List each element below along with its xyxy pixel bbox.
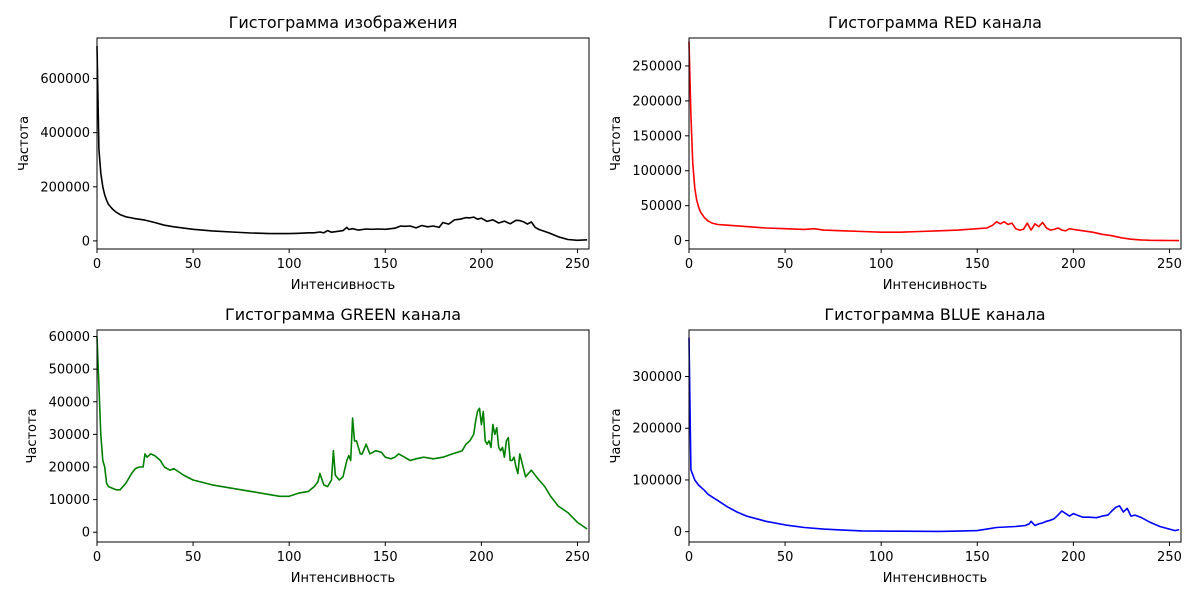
y-tick-label: 250000	[632, 59, 682, 74]
axes-frame	[688, 37, 1182, 250]
chart-panel-3: 0 50 100 150 200 250 0 10000 20000 30000 40000 5000…	[25, 305, 590, 586]
x-tick-label: 200	[469, 257, 494, 272]
x-tick-label: 0	[93, 550, 101, 565]
chart-title: Гистограмма BLUE канала	[824, 305, 1045, 324]
y-tick-label: 50000	[641, 199, 682, 214]
x-tick-label: 200	[1061, 257, 1086, 272]
y-tick-label: 50000	[49, 363, 90, 378]
x-tick-label: 250	[565, 550, 590, 565]
x-tick-label: 50	[777, 550, 794, 565]
y-axis-label: Частота	[25, 408, 40, 463]
y-tick-label: 40000	[49, 395, 90, 410]
x-tick-label: 50	[185, 550, 202, 565]
chart-panel-1: 0 50 100 150 200 250 0 200000 400000 600000 Гистог…	[17, 13, 590, 293]
x-tick-label: 100	[869, 550, 894, 565]
y-tick-label: 400000	[40, 126, 90, 141]
y-axis-label: Частота	[609, 408, 624, 463]
y-tick-label: 100000	[632, 473, 682, 488]
x-tick-label: 50	[777, 257, 794, 272]
x-tick-label: 150	[965, 550, 990, 565]
x-tick-label: 0	[685, 257, 693, 272]
y-tick-label: 100000	[632, 164, 682, 179]
y-tick-label: 0	[674, 234, 682, 249]
x-tick-label: 200	[469, 550, 494, 565]
x-tick-label: 150	[373, 257, 398, 272]
x-tick-label: 150	[373, 550, 398, 565]
y-tick-label: 200000	[632, 94, 682, 109]
histogram-line	[96, 46, 588, 242]
x-tick-label: 50	[185, 257, 202, 272]
x-axis-label: Интенсивность	[291, 571, 395, 586]
x-tick-label: 200	[1061, 550, 1086, 565]
chart-panel-2: 0 50 100 150 200 250 0 50000 100000 150000 200000 2…	[609, 13, 1182, 293]
x-tick-label: 250	[1157, 550, 1182, 565]
y-tick-label: 30000	[49, 428, 90, 443]
y-tick-label: 150000	[632, 129, 682, 144]
x-tick-label: 250	[565, 257, 590, 272]
histogram-line	[688, 41, 1180, 242]
x-tick-label: 150	[965, 257, 990, 272]
y-tick-label: 200000	[632, 422, 682, 437]
y-tick-label: 10000	[49, 493, 90, 508]
x-tick-label: 0	[93, 257, 101, 272]
y-tick-label: 20000	[49, 460, 90, 475]
x-tick-label: 0	[685, 550, 693, 565]
x-tick-label: 100	[277, 550, 302, 565]
histogram-line	[96, 336, 588, 530]
chart-title: Гистограмма изображения	[229, 13, 458, 32]
x-axis-label: Интенсивность	[883, 278, 987, 293]
chart-panel-4: 0 50 100 150 200 250 0 100000 200000 300000 Гистог…	[609, 305, 1182, 586]
x-tick-label: 100	[869, 257, 894, 272]
chart-title: Гистограмма RED канала	[828, 13, 1042, 32]
histogram-line	[688, 337, 1180, 533]
y-axis-label: Частота	[609, 116, 624, 171]
x-axis-label: Интенсивность	[883, 571, 987, 586]
y-tick-label: 0	[82, 526, 90, 541]
y-tick-label: 200000	[40, 180, 90, 195]
y-tick-label: 60000	[49, 330, 90, 345]
y-tick-label: 600000	[40, 72, 90, 87]
y-tick-label: 0	[674, 525, 682, 540]
axes-frame	[96, 329, 590, 543]
y-tick-label: 300000	[632, 370, 682, 385]
axes-frame	[688, 329, 1182, 543]
x-tick-label: 100	[277, 257, 302, 272]
x-axis-label: Интенсивность	[291, 278, 395, 293]
x-tick-label: 250	[1157, 257, 1182, 272]
axes-frame	[96, 37, 590, 250]
y-axis-label: Частота	[17, 116, 32, 171]
chart-title: Гистограмма GREEN канала	[225, 305, 461, 324]
y-tick-label: 0	[82, 234, 90, 249]
